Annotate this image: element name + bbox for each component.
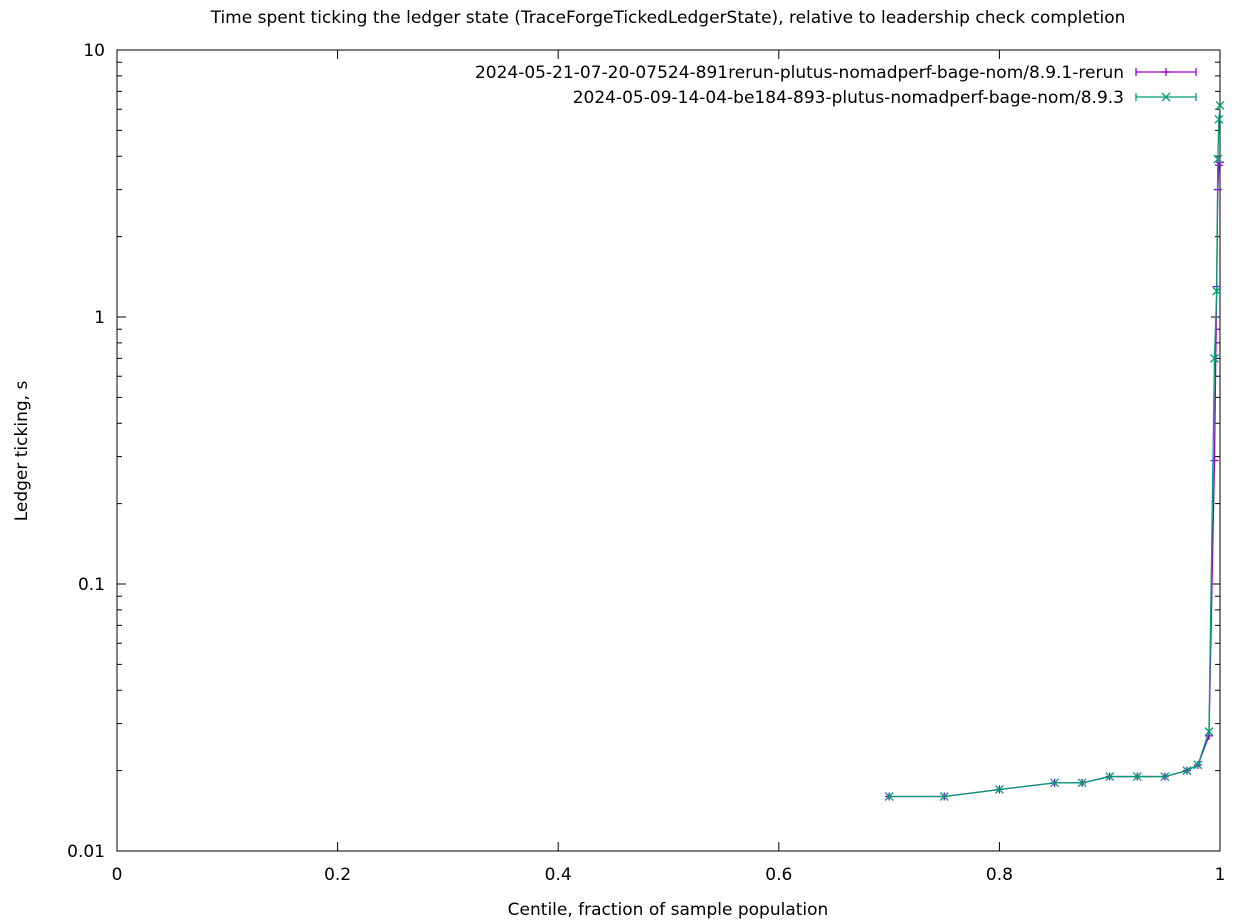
- series-line: [889, 162, 1220, 796]
- y-tick-label: 10: [83, 41, 105, 61]
- legend-marker: [1162, 68, 1170, 76]
- y-tick-label: 0.1: [78, 575, 105, 595]
- data-point: [1210, 457, 1218, 465]
- chart-title: Time spent ticking the ledger state (Tra…: [210, 8, 1126, 28]
- y-axis-label: Ledger ticking, s: [12, 381, 32, 522]
- legend-label: 2024-05-09-14-04-be184-893-plutus-nomadp…: [573, 88, 1124, 108]
- legend-item-2: 2024-05-09-14-04-be184-893-plutus-nomadp…: [573, 88, 1196, 108]
- x-tick-label: 0: [112, 865, 123, 885]
- series-line: [889, 105, 1220, 796]
- series-1: [885, 158, 1224, 800]
- legend-label: 2024-05-21-07-20-07524-891rerun-plutus-n…: [475, 63, 1124, 83]
- legend-item-1: 2024-05-21-07-20-07524-891rerun-plutus-n…: [475, 63, 1196, 83]
- series-2: [885, 101, 1224, 800]
- x-tick-label: 0.6: [765, 865, 792, 885]
- x-tick-label: 0.2: [324, 865, 351, 885]
- y-tick-label: 1: [94, 308, 105, 328]
- axis-ticks: 0 0.2 0.4 0.6 0.8 1 0.01 0.1 1 10: [67, 41, 1225, 885]
- x-tick-label: 1: [1215, 865, 1226, 885]
- x-axis-label: Centile, fraction of sample population: [508, 900, 829, 920]
- x-tick-label: 0.4: [545, 865, 572, 885]
- plot-frame: [117, 50, 1220, 851]
- y-tick-label: 0.01: [67, 842, 105, 862]
- legend: 2024-05-21-07-20-07524-891rerun-plutus-n…: [475, 63, 1196, 108]
- x-tick-label: 0.8: [986, 865, 1013, 885]
- series-layer: [885, 101, 1224, 800]
